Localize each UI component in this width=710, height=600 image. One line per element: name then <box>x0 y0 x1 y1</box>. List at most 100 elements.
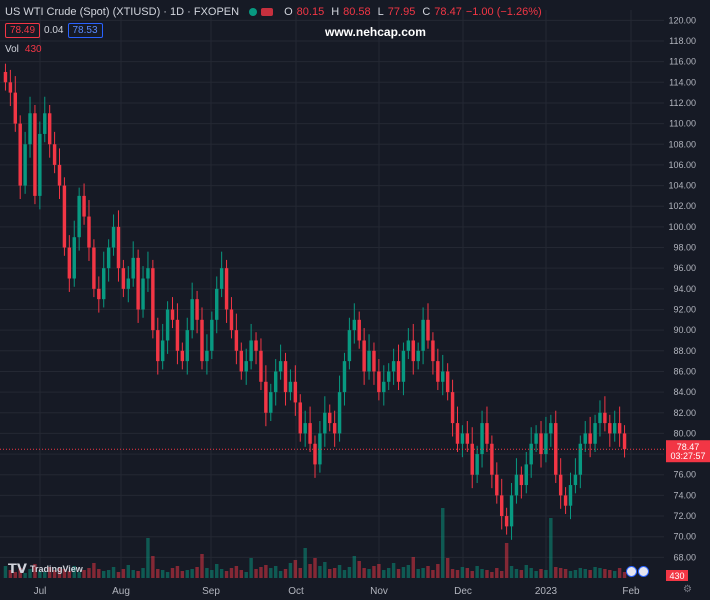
candle-body <box>52 144 57 165</box>
volume-bar <box>116 572 121 578</box>
volume-bar <box>554 567 558 578</box>
volume-bar <box>539 569 543 578</box>
sell-button[interactable]: 78.49 <box>5 23 41 38</box>
volume-bar <box>450 569 455 578</box>
x-tick-label: Jul <box>34 586 47 597</box>
currency-flags[interactable] <box>626 566 649 577</box>
y-tick-label: 74.00 <box>673 490 696 500</box>
candle-body <box>357 319 361 341</box>
volume-bar <box>445 558 450 578</box>
candle-body <box>293 381 298 403</box>
volume-bar <box>499 571 504 578</box>
candle-body <box>13 92 18 124</box>
candle-body <box>622 433 627 450</box>
candle-body <box>264 381 268 413</box>
y-tick-label: 110.00 <box>669 119 696 129</box>
y-tick-label: 90.00 <box>673 325 696 335</box>
candle-body <box>617 423 622 434</box>
volume-bar <box>514 569 519 578</box>
candle-body <box>514 474 519 496</box>
volume-bar <box>210 570 214 578</box>
close-label: C <box>422 6 431 18</box>
candle-body <box>126 278 131 289</box>
volume-bar <box>200 554 204 578</box>
volume-bar <box>396 569 401 578</box>
candle-body <box>441 371 445 382</box>
volume-bar <box>558 568 563 578</box>
candle-body <box>455 423 460 444</box>
symbol-title[interactable]: US WTI Crude (Spot) (XTIUSD) · 1D · FXOP… <box>5 6 240 18</box>
candle-body <box>578 443 583 475</box>
y-tick-label: 106.00 <box>668 160 696 170</box>
high-value: 80.58 <box>343 6 371 18</box>
volume-bar <box>598 568 602 578</box>
volume-bar <box>244 572 248 578</box>
volume-bar <box>97 569 101 578</box>
volume-bar <box>401 567 406 578</box>
price-tag-bg <box>666 440 710 463</box>
volume-bar <box>328 569 332 578</box>
volume-bar <box>72 566 76 578</box>
y-tick-label: 114.00 <box>669 77 696 87</box>
y-tick-label: 98.00 <box>673 243 696 253</box>
candle-body <box>332 423 337 434</box>
volume-bar <box>219 569 224 578</box>
candle-body <box>411 340 415 362</box>
candle-body <box>102 268 106 300</box>
candle-body <box>583 433 587 444</box>
volume-bar <box>583 569 587 578</box>
volume-bar <box>308 564 312 578</box>
volume-bar <box>608 570 612 578</box>
volume-bar <box>475 566 479 578</box>
settings-gear-icon[interactable]: ⚙ <box>683 584 692 595</box>
volume-bar <box>490 572 494 578</box>
y-tick-label: 88.00 <box>673 346 696 356</box>
visibility-icon[interactable] <box>261 8 274 16</box>
bid-ask-row: 78.49 0.04 78.53 <box>5 23 103 38</box>
volume-bar <box>524 565 528 578</box>
candle-body <box>470 443 474 475</box>
y-tick-label: 72.00 <box>673 511 696 521</box>
volume-bar <box>593 567 597 578</box>
y-tick-label: 68.00 <box>673 552 696 562</box>
volume-bar <box>62 569 67 578</box>
candle-body <box>244 361 248 372</box>
candle-body <box>303 423 307 434</box>
candle-body <box>43 113 47 134</box>
candle-body <box>82 195 86 217</box>
volume-bar <box>67 571 72 578</box>
volume-bar <box>126 565 131 578</box>
candle-body <box>185 330 189 362</box>
candle-body <box>121 268 126 289</box>
candle-body <box>485 423 489 444</box>
buy-button[interactable]: 78.53 <box>67 23 103 38</box>
candle-body <box>313 443 317 465</box>
volume-bar <box>549 518 553 578</box>
candle-body <box>386 371 391 382</box>
volume-bar <box>470 571 474 578</box>
candle-body <box>328 412 332 424</box>
candle-body <box>450 392 455 424</box>
candle-body <box>391 361 396 372</box>
candle-body <box>116 226 121 269</box>
candle-body <box>254 340 258 351</box>
y-tick-label: 84.00 <box>673 387 696 397</box>
candle-body <box>342 361 347 393</box>
volume-bar <box>185 570 189 578</box>
tradingview-logo[interactable]: 𝗧𝗩 TradingView <box>8 561 83 577</box>
volume-bar <box>617 568 622 578</box>
volume-tag-bg <box>666 570 688 581</box>
y-tick-label: 116.00 <box>669 57 696 67</box>
volume-bar <box>165 572 170 578</box>
high-label: H <box>331 6 340 18</box>
x-tick-label: Dec <box>454 586 472 597</box>
volume-bar <box>495 568 499 578</box>
volume-bar <box>215 564 219 578</box>
volume-bar <box>578 568 583 578</box>
volume-bar <box>372 566 376 578</box>
candle-body <box>249 340 253 362</box>
candle-body <box>28 113 32 145</box>
volume-bar <box>170 568 175 578</box>
candle-body <box>111 226 116 248</box>
